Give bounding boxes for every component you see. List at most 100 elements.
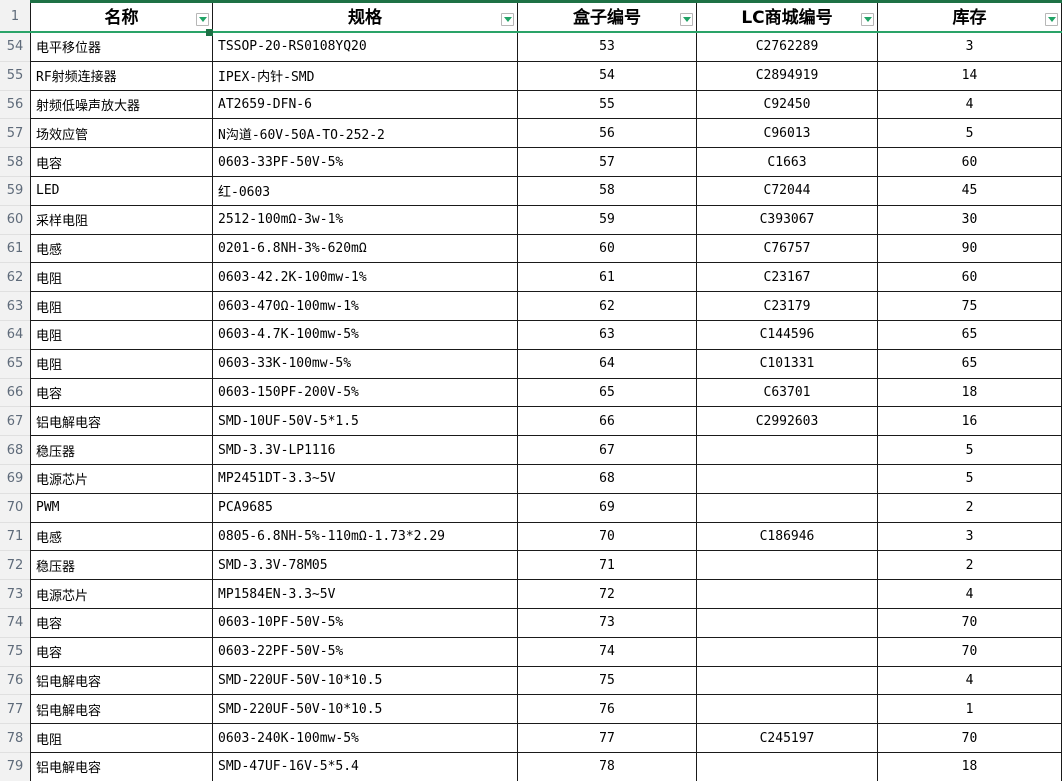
cell-stock[interactable]: 45 bbox=[878, 176, 1062, 206]
cell-box-number[interactable]: 70 bbox=[518, 522, 697, 552]
cell-name[interactable]: 电感 bbox=[30, 522, 213, 552]
cell-lc-mall-number[interactable] bbox=[697, 752, 878, 781]
cell-box-number[interactable]: 58 bbox=[518, 176, 697, 206]
cell-lc-mall-number[interactable] bbox=[697, 695, 878, 725]
cell-stock[interactable]: 2 bbox=[878, 551, 1062, 581]
row-number[interactable]: 74 bbox=[0, 608, 30, 638]
cell-stock[interactable]: 70 bbox=[878, 608, 1062, 638]
cell-box-number[interactable]: 72 bbox=[518, 580, 697, 609]
row-number[interactable]: 72 bbox=[0, 551, 30, 581]
cell-lc-mall-number[interactable]: C63701 bbox=[697, 378, 878, 408]
cell-name[interactable]: 电阻 bbox=[30, 724, 213, 753]
cell-lc-mall-number[interactable] bbox=[697, 551, 878, 581]
cell-name[interactable]: 铝电解电容 bbox=[30, 666, 213, 696]
cell-lc-mall-number[interactable]: C2992603 bbox=[697, 407, 878, 437]
cell-spec[interactable]: 0201-6.8NH-3%-620mΩ bbox=[213, 234, 518, 264]
cell-name[interactable]: 场效应管 bbox=[30, 119, 213, 149]
cell-stock[interactable]: 75 bbox=[878, 292, 1062, 321]
row-number[interactable]: 63 bbox=[0, 292, 30, 321]
column-header-name[interactable]: 名称 bbox=[30, 0, 213, 33]
row-number[interactable]: 71 bbox=[0, 522, 30, 552]
cell-box-number[interactable]: 73 bbox=[518, 608, 697, 638]
cell-box-number[interactable]: 56 bbox=[518, 119, 697, 149]
cell-name[interactable]: LED bbox=[30, 176, 213, 206]
cell-name[interactable]: 电感 bbox=[30, 234, 213, 264]
cell-box-number[interactable]: 60 bbox=[518, 234, 697, 264]
cell-stock[interactable]: 5 bbox=[878, 436, 1062, 465]
cell-box-number[interactable]: 54 bbox=[518, 61, 697, 91]
cell-lc-mall-number[interactable]: C2894919 bbox=[697, 61, 878, 91]
cell-stock[interactable]: 1 bbox=[878, 695, 1062, 725]
cell-lc-mall-number[interactable] bbox=[697, 666, 878, 696]
row-number[interactable]: 54 bbox=[0, 33, 30, 62]
cell-box-number[interactable]: 65 bbox=[518, 378, 697, 408]
cell-lc-mall-number[interactable] bbox=[697, 464, 878, 494]
cell-box-number[interactable]: 74 bbox=[518, 637, 697, 667]
cell-spec[interactable]: TSSOP-20-RS0108YQ20 bbox=[213, 33, 518, 62]
cell-stock[interactable]: 2 bbox=[878, 493, 1062, 523]
row-number[interactable]: 66 bbox=[0, 378, 30, 408]
cell-lc-mall-number[interactable]: C245197 bbox=[697, 724, 878, 753]
row-header-1[interactable]: 1 bbox=[0, 0, 30, 33]
cell-spec[interactable]: 0603-4.7K-100mw-5% bbox=[213, 320, 518, 350]
cell-spec[interactable]: SMD-10UF-50V-5*1.5 bbox=[213, 407, 518, 437]
cell-lc-mall-number[interactable] bbox=[697, 493, 878, 523]
cell-stock[interactable]: 16 bbox=[878, 407, 1062, 437]
cell-lc-mall-number[interactable]: C92450 bbox=[697, 90, 878, 120]
row-number[interactable]: 70 bbox=[0, 493, 30, 523]
cell-spec[interactable]: MP2451DT-3.3~5V bbox=[213, 464, 518, 494]
cell-name[interactable]: 电阻 bbox=[30, 349, 213, 379]
filter-button-box-number[interactable] bbox=[680, 13, 693, 26]
cell-lc-mall-number[interactable]: C2762289 bbox=[697, 33, 878, 62]
cell-lc-mall-number[interactable]: C393067 bbox=[697, 205, 878, 235]
cell-lc-mall-number[interactable]: C23167 bbox=[697, 263, 878, 293]
filter-button-spec[interactable] bbox=[501, 13, 514, 26]
cell-box-number[interactable]: 62 bbox=[518, 292, 697, 321]
cell-spec[interactable]: SMD-3.3V-78M05 bbox=[213, 551, 518, 581]
cell-stock[interactable]: 4 bbox=[878, 90, 1062, 120]
cell-stock[interactable]: 4 bbox=[878, 580, 1062, 609]
cell-stock[interactable]: 18 bbox=[878, 378, 1062, 408]
cell-box-number[interactable]: 67 bbox=[518, 436, 697, 465]
row-number[interactable]: 61 bbox=[0, 234, 30, 264]
row-number[interactable]: 55 bbox=[0, 61, 30, 91]
cell-stock[interactable]: 30 bbox=[878, 205, 1062, 235]
filter-button-lc-mall-number[interactable] bbox=[861, 13, 874, 26]
cell-name[interactable]: 电阻 bbox=[30, 263, 213, 293]
row-number[interactable]: 59 bbox=[0, 176, 30, 206]
row-number[interactable]: 64 bbox=[0, 320, 30, 350]
row-number[interactable]: 56 bbox=[0, 90, 30, 120]
row-number[interactable]: 58 bbox=[0, 148, 30, 177]
cell-spec[interactable]: 0603-33K-100mw-5% bbox=[213, 349, 518, 379]
cell-lc-mall-number[interactable]: C23179 bbox=[697, 292, 878, 321]
cell-spec[interactable]: 0603-150PF-200V-5% bbox=[213, 378, 518, 408]
cell-lc-mall-number[interactable] bbox=[697, 637, 878, 667]
cell-spec[interactable]: 0603-33PF-50V-5% bbox=[213, 148, 518, 177]
cell-box-number[interactable]: 68 bbox=[518, 464, 697, 494]
row-number[interactable]: 60 bbox=[0, 205, 30, 235]
cell-spec[interactable]: MP1584EN-3.3~5V bbox=[213, 580, 518, 609]
cell-stock[interactable]: 5 bbox=[878, 464, 1062, 494]
row-number[interactable]: 77 bbox=[0, 695, 30, 725]
cell-box-number[interactable]: 64 bbox=[518, 349, 697, 379]
cell-box-number[interactable]: 59 bbox=[518, 205, 697, 235]
cell-box-number[interactable]: 77 bbox=[518, 724, 697, 753]
cell-name[interactable]: 采样电阻 bbox=[30, 205, 213, 235]
cell-spec[interactable]: SMD-3.3V-LP1116 bbox=[213, 436, 518, 465]
cell-name[interactable]: 铝电解电容 bbox=[30, 695, 213, 725]
cell-lc-mall-number[interactable] bbox=[697, 436, 878, 465]
cell-box-number[interactable]: 61 bbox=[518, 263, 697, 293]
row-number[interactable]: 67 bbox=[0, 407, 30, 437]
cell-name[interactable]: 电容 bbox=[30, 378, 213, 408]
cell-stock[interactable]: 70 bbox=[878, 637, 1062, 667]
cell-name[interactable]: 电容 bbox=[30, 148, 213, 177]
row-number[interactable]: 69 bbox=[0, 464, 30, 494]
row-number[interactable]: 73 bbox=[0, 580, 30, 609]
cell-stock[interactable]: 14 bbox=[878, 61, 1062, 91]
cell-box-number[interactable]: 71 bbox=[518, 551, 697, 581]
cell-stock[interactable]: 3 bbox=[878, 522, 1062, 552]
cell-box-number[interactable]: 66 bbox=[518, 407, 697, 437]
cell-spec[interactable]: SMD-47UF-16V-5*5.4 bbox=[213, 752, 518, 781]
cell-name[interactable]: 射频低噪声放大器 bbox=[30, 90, 213, 120]
cell-spec[interactable]: 红-0603 bbox=[213, 176, 518, 206]
